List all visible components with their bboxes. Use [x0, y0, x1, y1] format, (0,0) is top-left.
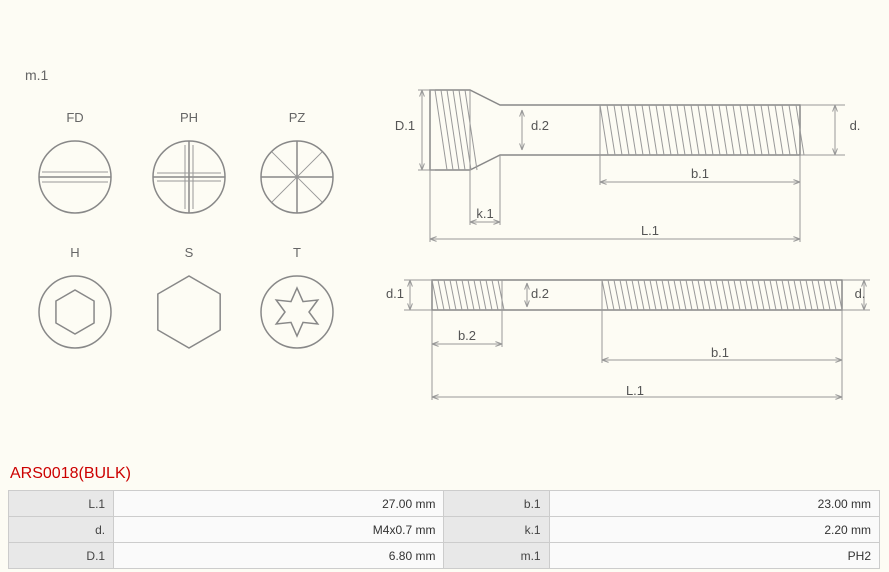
svg-text:S: S — [185, 245, 194, 260]
svg-text:k.1: k.1 — [476, 206, 493, 221]
spec-key: m.1 — [444, 543, 549, 569]
part-number: ARS0018(BULK) — [10, 465, 131, 483]
svg-text:b.2: b.2 — [458, 328, 476, 343]
svg-text:d.2: d.2 — [531, 286, 549, 301]
table-row: d.M4x0.7 mmk.12.20 mm — [9, 517, 880, 543]
spec-table: L.127.00 mmb.123.00 mmd.M4x0.7 mmk.12.20… — [8, 490, 880, 569]
svg-text:FD: FD — [66, 110, 83, 125]
spec-key: b.1 — [444, 491, 549, 517]
svg-text:L.1: L.1 — [626, 383, 644, 398]
svg-text:L.1: L.1 — [641, 223, 659, 238]
spec-value: 2.20 mm — [549, 517, 879, 543]
diagram-svg: FD PH PZ H S T D.1 d.2 d. b.1 k.1 L.1 d.1 d.2 d. b.2 b.1… — [0, 0, 889, 450]
spec-key: D.1 — [9, 543, 114, 569]
svg-text:T: T — [293, 245, 301, 260]
svg-text:PH: PH — [180, 110, 198, 125]
svg-text:b.1: b.1 — [711, 345, 729, 360]
svg-text:H: H — [70, 245, 79, 260]
diagram-area: m.1 FDPHPZHSTD.1d.2d.b.1k.1L.1d.1d.2d.b.… — [0, 0, 889, 450]
spec-value: 27.00 mm — [114, 491, 444, 517]
svg-text:PZ: PZ — [289, 110, 306, 125]
spec-value: M4x0.7 mm — [114, 517, 444, 543]
svg-text:d.: d. — [850, 118, 861, 133]
spec-key: L.1 — [9, 491, 114, 517]
svg-text:d.: d. — [855, 286, 866, 301]
svg-text:b.1: b.1 — [691, 166, 709, 181]
spec-value: 23.00 mm — [549, 491, 879, 517]
table-row: L.127.00 mmb.123.00 mm — [9, 491, 880, 517]
svg-text:d.1: d.1 — [386, 286, 404, 301]
spec-value: 6.80 mm — [114, 543, 444, 569]
spec-key: d. — [9, 517, 114, 543]
svg-text:d.2: d.2 — [531, 118, 549, 133]
svg-text:D.1: D.1 — [395, 118, 415, 133]
spec-key: k.1 — [444, 517, 549, 543]
spec-value: PH2 — [549, 543, 879, 569]
table-row: D.16.80 mmm.1PH2 — [9, 543, 880, 569]
